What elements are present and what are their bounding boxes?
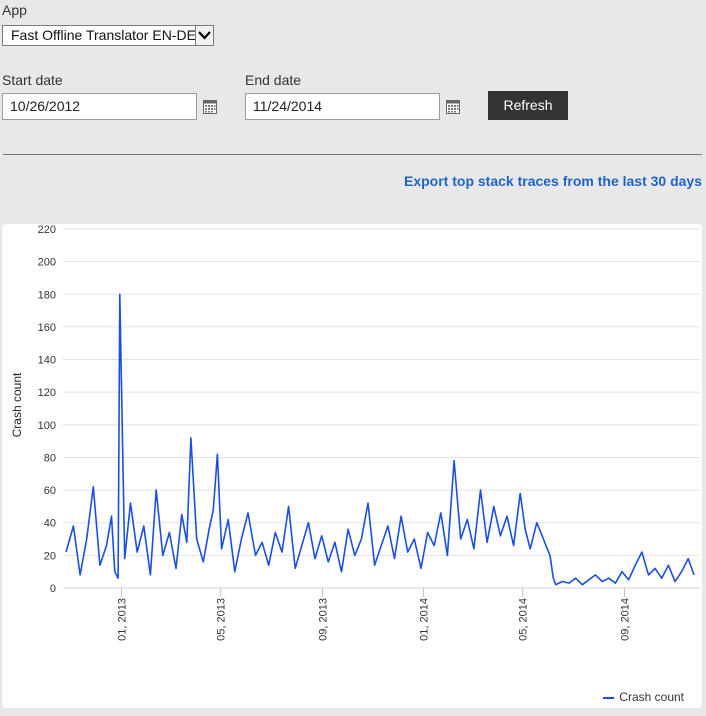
divider	[3, 154, 702, 155]
x-tick-label: 09, 2013	[317, 598, 329, 641]
y-tick-label: 180	[38, 289, 56, 301]
start-date-input[interactable]: 10/26/2012	[2, 93, 197, 120]
y-tick-label: 140	[38, 355, 56, 367]
y-tick-label: 160	[38, 322, 56, 334]
y-tick-label: 0	[50, 583, 56, 595]
x-tick-label: 05, 2014	[518, 598, 530, 641]
end-date-label: End date	[245, 72, 302, 88]
chart-legend: Crash count	[603, 690, 684, 704]
y-tick-label: 220	[38, 224, 56, 236]
y-tick-label: 60	[44, 485, 56, 497]
x-tick-label: 01, 2014	[418, 598, 430, 641]
legend-label: Crash count	[619, 690, 684, 704]
y-tick-label: 200	[38, 257, 56, 269]
end-date-input[interactable]: 11/24/2014	[245, 93, 440, 120]
y-tick-label: 80	[44, 452, 56, 464]
calendar-icon[interactable]	[446, 100, 460, 114]
chevron-down-icon[interactable]	[195, 26, 213, 45]
x-tick-label: 09, 2014	[619, 598, 631, 641]
app-label: App	[2, 2, 27, 18]
y-tick-label: 100	[38, 420, 56, 432]
export-stack-traces-link[interactable]: Export top stack traces from the last 30…	[404, 173, 702, 189]
app-select[interactable]: Fast Offline Translator EN-DE	[2, 25, 214, 46]
refresh-button[interactable]: Refresh	[488, 91, 568, 120]
calendar-icon[interactable]	[203, 100, 217, 114]
crash-count-series-line	[65, 293, 695, 586]
start-date-label: Start date	[2, 72, 63, 88]
x-tick-label: 01, 2013	[116, 598, 128, 641]
app-select-value: Fast Offline Translator EN-DE	[11, 27, 196, 43]
y-tick-label: 120	[38, 387, 56, 399]
y-tick-label: 20	[44, 550, 56, 562]
legend-swatch	[603, 696, 615, 699]
x-tick-label: 05, 2013	[216, 598, 228, 641]
y-tick-label: 40	[44, 518, 56, 530]
